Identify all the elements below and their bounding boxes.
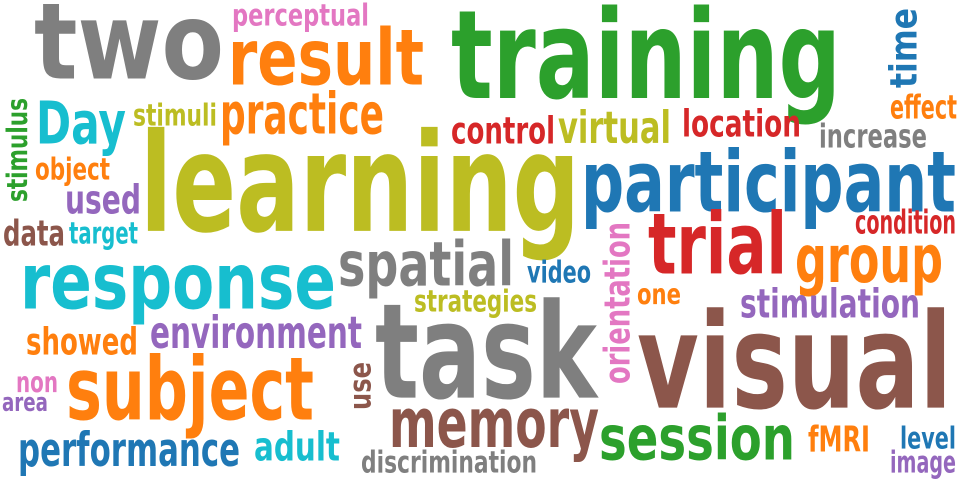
- word-effect: effect: [890, 88, 960, 127]
- word-subject-text: subject: [66, 338, 314, 441]
- word-one: one: [637, 278, 693, 312]
- word-response-text: response: [20, 236, 336, 328]
- word-object: object: [35, 150, 137, 187]
- word-practice: practice: [220, 80, 466, 148]
- word-group-text: group: [795, 220, 943, 298]
- word-discrimination: discrimination: [361, 443, 596, 480]
- word-control-text: control: [451, 109, 555, 154]
- word-visual: visual: [637, 296, 960, 429]
- word-response: response: [20, 243, 401, 321]
- word-stimuli: stimuli: [133, 96, 245, 133]
- word-group: group: [795, 220, 960, 298]
- word-stimulation-text: stimulation: [740, 280, 920, 328]
- word-fmri: fMRI: [808, 419, 894, 461]
- word-perceptual-text: perceptual: [232, 0, 369, 33]
- word-used: used: [65, 176, 168, 224]
- word-result: result: [228, 19, 472, 97]
- word-condition-text: condition: [855, 203, 956, 242]
- word-non: non: [16, 366, 73, 400]
- word-participant-text: participant: [581, 133, 956, 234]
- word-effect-text: effect: [890, 88, 957, 127]
- word-video: video: [527, 253, 617, 290]
- word-target-text: target: [69, 214, 138, 251]
- word-stimulus-text: stimulus: [1, 98, 35, 202]
- word-spatial-text: spatial: [338, 228, 514, 301]
- word-day: Day: [36, 89, 155, 159]
- word-video-text: video: [527, 253, 591, 290]
- word-perceptual: perceptual: [232, 0, 409, 33]
- word-image-text: image: [890, 443, 956, 480]
- word-non-text: non: [16, 366, 58, 400]
- word-subject: subject: [66, 346, 407, 433]
- word-target: target: [69, 214, 171, 251]
- word-location-text: location: [682, 102, 801, 147]
- word-use-text: use: [341, 362, 378, 410]
- word-environment-text: environment: [150, 307, 362, 360]
- word-showed-text: showed: [26, 320, 138, 365]
- word-increase-text: increase: [819, 117, 927, 156]
- word-time-text: time: [882, 8, 927, 88]
- word-virtual: virtual: [558, 102, 715, 155]
- word-performance-text: performance: [18, 421, 241, 478]
- word-stimulation: stimulation: [740, 280, 960, 328]
- word-orientation-text: orientation: [596, 222, 638, 384]
- word-result-text: result: [228, 12, 424, 104]
- word-level: level: [900, 419, 960, 456]
- word-participant: participant: [581, 141, 960, 226]
- word-two: two: [34, 0, 245, 95]
- word-learning-text: learning: [140, 103, 580, 264]
- word-training-text: training: [451, 0, 841, 128]
- word-learning: learning: [140, 115, 747, 252]
- word-trial: trial: [648, 203, 836, 288]
- word-data: data: [3, 213, 88, 255]
- word-one-text: one: [637, 278, 681, 312]
- word-discrimination-text: discrimination: [361, 443, 537, 480]
- word-session-text: session: [599, 402, 795, 475]
- word-memory-text: memory: [389, 384, 599, 464]
- word-visual-text: visual: [637, 284, 952, 439]
- word-area: area: [2, 387, 64, 418]
- word-spatial: spatial: [338, 228, 561, 301]
- word-stimulus: stimulus: [1, 72, 35, 202]
- word-use: use: [341, 352, 378, 410]
- word-adult: adult: [254, 423, 365, 471]
- word-task-text: task: [375, 274, 597, 429]
- word-trial-text: trial: [648, 195, 787, 296]
- word-task: task: [375, 286, 678, 419]
- word-training: training: [451, 0, 960, 118]
- word-condition: condition: [855, 203, 960, 242]
- word-two-text: two: [34, 0, 224, 105]
- word-orientation: orientation: [596, 173, 638, 384]
- word-location: location: [682, 102, 844, 147]
- word-strategies-text: strategies: [414, 282, 537, 319]
- word-image: image: [890, 443, 960, 480]
- word-memory: memory: [389, 384, 687, 464]
- word-showed: showed: [26, 320, 181, 365]
- word-session: session: [599, 402, 844, 475]
- word-virtual-text: virtual: [558, 102, 671, 155]
- word-day-text: Day: [36, 89, 126, 159]
- word-area-text: area: [2, 387, 48, 418]
- word-level-text: level: [900, 419, 956, 456]
- word-fmri-text: fMRI: [808, 419, 870, 461]
- word-stimuli-text: stimuli: [133, 96, 217, 133]
- word-environment: environment: [150, 307, 456, 360]
- word-time: time: [882, 0, 927, 88]
- word-performance: performance: [18, 421, 341, 478]
- word-control: control: [451, 109, 594, 154]
- word-increase: increase: [819, 117, 960, 156]
- word-practice-text: practice: [220, 80, 384, 148]
- word-strategies: strategies: [414, 282, 581, 319]
- word-adult-text: adult: [254, 423, 340, 471]
- word-used-text: used: [65, 176, 141, 224]
- word-object-text: object: [35, 150, 110, 187]
- word-data-text: data: [3, 213, 65, 255]
